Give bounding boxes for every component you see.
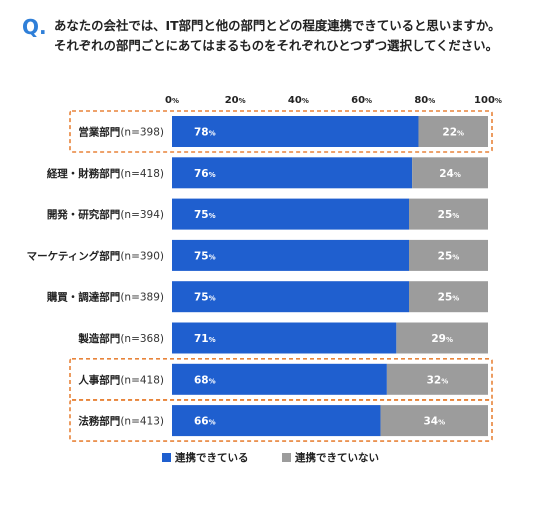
category-label: 開発・研究部門(n=394) <box>47 208 164 221</box>
x-tick-label: 20% <box>225 95 246 106</box>
bar-connected <box>172 281 409 313</box>
x-tick-label: 40% <box>288 95 309 106</box>
bar-not-connected <box>409 281 488 313</box>
bar-not-connected <box>409 198 488 230</box>
category-labels: 営業部門(n=398) 経理・財務部門(n=418) 開発・研究部門(n=394) マ… <box>27 126 164 428</box>
category-label: マーケティング部門(n=390) <box>27 249 164 262</box>
legend-swatch-not-connected <box>282 453 291 462</box>
data-label: 25% <box>438 292 460 304</box>
question-mark: Q. <box>22 15 47 39</box>
legend-label: 連携できていない <box>295 451 379 464</box>
data-label: 75% <box>194 292 216 304</box>
bar-connected <box>172 363 387 395</box>
data-label: 22% <box>442 127 464 139</box>
bar-connected <box>172 239 409 271</box>
bar-connected <box>172 198 409 230</box>
bars: 78% 22% 76% 24% 75% 25% 75% 25% 75% 25% 71% 29% 68% 3… <box>172 116 488 437</box>
legend: 連携できている 連携できていない <box>162 451 379 464</box>
category-label: 人事部門(n=418) <box>78 373 164 386</box>
highlight-box <box>69 399 493 442</box>
legend-swatch-connected <box>162 453 171 462</box>
question-text-line-2: それぞれの部門ごとにあてはまるものをそれぞれひとつずつ選択してください。 <box>54 38 498 53</box>
data-label: 66% <box>194 416 216 428</box>
highlight-box <box>69 357 493 401</box>
bar-connected <box>172 116 419 147</box>
bar-connected <box>172 157 413 189</box>
data-label: 76% <box>194 168 216 180</box>
bar-not-connected <box>418 116 488 147</box>
bar-not-connected <box>409 239 488 271</box>
bar-connected <box>172 405 381 437</box>
bar-not-connected <box>412 157 488 189</box>
x-tick-label: 60% <box>351 95 372 106</box>
bar-not-connected <box>380 405 488 437</box>
data-label: 24% <box>439 168 461 180</box>
x-tick-label: 80% <box>414 95 435 106</box>
data-label: 34% <box>423 416 445 428</box>
category-label: 法務部門(n=413) <box>78 415 164 428</box>
data-label: 71% <box>194 333 216 345</box>
bar-not-connected <box>396 322 488 354</box>
data-label: 75% <box>194 250 216 262</box>
x-tick-label: 0% <box>165 95 179 106</box>
data-label: 78% <box>194 127 216 139</box>
data-label: 25% <box>438 209 460 221</box>
category-label: 営業部門(n=398) <box>78 126 164 139</box>
highlight-box <box>69 110 493 153</box>
category-label: 製造部門(n=368) <box>77 332 164 345</box>
highlight-boxes <box>69 110 493 442</box>
data-label: 25% <box>438 250 460 262</box>
data-label: 68% <box>194 374 216 386</box>
data-label: 29% <box>431 333 453 345</box>
category-label: 購買・調達部門(n=389) <box>46 291 164 304</box>
x-axis-ticks: 0% 20% 40% 60% 80% 100% <box>165 95 502 106</box>
bar-connected <box>172 322 397 354</box>
data-label: 75% <box>194 209 216 221</box>
question-text-line-1: あなたの会社では、IT部門と他の部門とどの程度連携できていると思いますか。 <box>54 18 501 33</box>
legend-label: 連携できている <box>175 451 249 464</box>
x-tick-label: 100% <box>474 95 502 106</box>
category-label: 経理・財務部門(n=418) <box>47 167 164 180</box>
data-label: 32% <box>427 374 449 386</box>
bar-not-connected <box>386 363 488 395</box>
